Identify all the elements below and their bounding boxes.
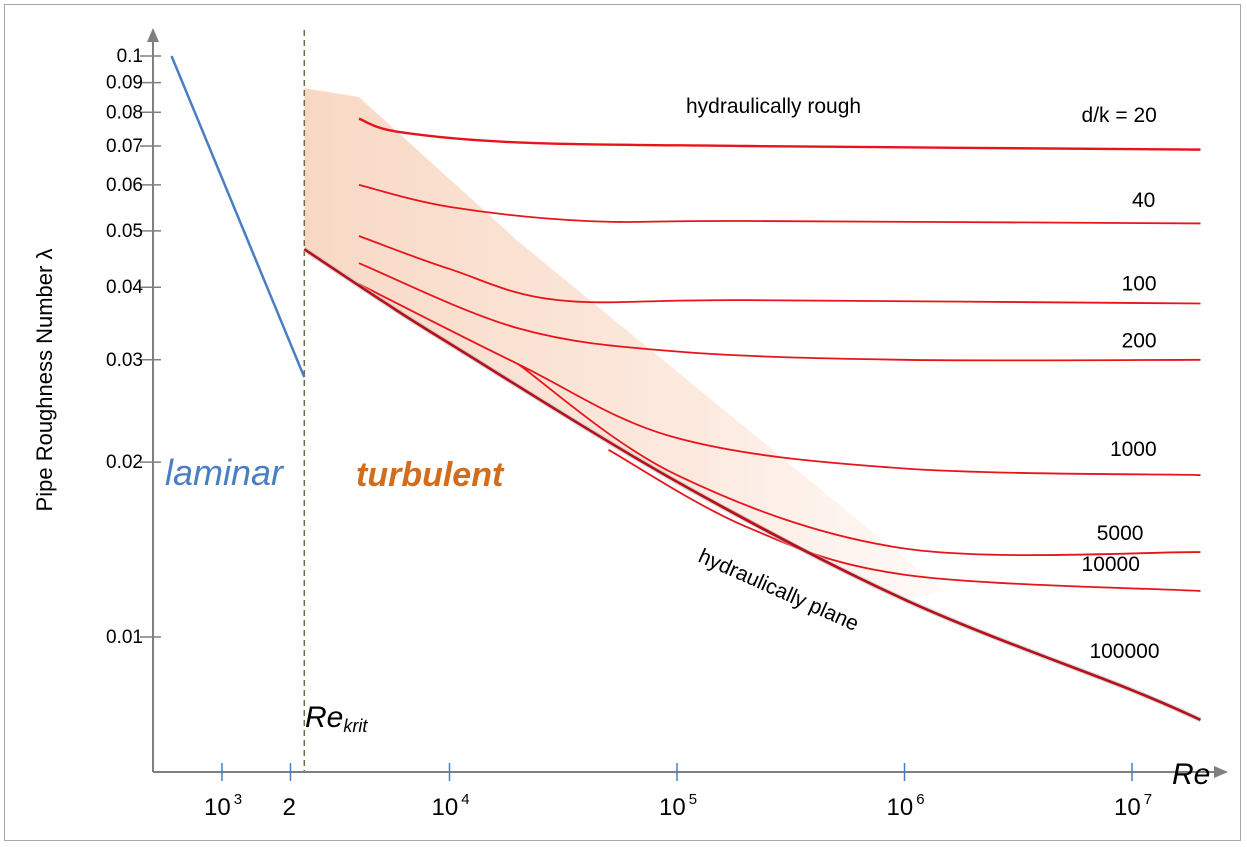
roughness-curve bbox=[608, 449, 1201, 592]
curve-label: 5000 bbox=[1097, 522, 1144, 545]
curve-label: 100 bbox=[1122, 272, 1157, 295]
x-tick-label: 10 3 bbox=[204, 791, 242, 821]
roughness-curve bbox=[517, 363, 1201, 557]
x-tick-base: 2 bbox=[282, 794, 295, 821]
roughness-curve bbox=[358, 262, 1201, 362]
y-axis-arrow bbox=[147, 28, 159, 42]
x-tick-exponent: 3 bbox=[234, 791, 242, 808]
y-tick-label: 0.03 bbox=[106, 350, 143, 371]
x-tick-base: 10 bbox=[1114, 794, 1141, 821]
curve-label: 40 bbox=[1132, 189, 1155, 212]
curve-label: 100000 bbox=[1089, 640, 1159, 663]
y-tick-label: 0.02 bbox=[106, 452, 143, 473]
x-tick-label: 2 bbox=[282, 794, 295, 821]
x-tick-exponent: 7 bbox=[1144, 791, 1152, 808]
x-tick-base: 10 bbox=[659, 794, 686, 821]
transition-band bbox=[304, 88, 945, 600]
y-tick-label: 0.05 bbox=[106, 221, 143, 242]
x-tick-label: 10 7 bbox=[1114, 791, 1152, 821]
x-tick-base: 10 bbox=[432, 794, 459, 821]
laminar-line bbox=[170, 55, 306, 378]
x-tick-base: 10 bbox=[204, 794, 231, 821]
re-krit-label: Rekrit bbox=[305, 701, 368, 736]
roughness-curve bbox=[358, 283, 1201, 476]
y-axis-label: Pipe Roughness Number λ bbox=[32, 249, 57, 512]
y-tick-label: 0.08 bbox=[106, 102, 143, 123]
x-tick-exponent: 6 bbox=[916, 791, 924, 808]
x-tick-base: 10 bbox=[887, 794, 914, 821]
roughness-curve bbox=[358, 235, 1201, 305]
curve-label: 200 bbox=[1122, 329, 1157, 352]
x-tick-exponent: 4 bbox=[461, 791, 469, 808]
re-krit-main: Re bbox=[305, 701, 343, 734]
x-tick-label: 10 4 bbox=[432, 791, 470, 821]
curve-label: 10000 bbox=[1082, 553, 1140, 576]
roughness-curve bbox=[358, 184, 1201, 225]
x-axis-label: Re bbox=[1172, 758, 1210, 791]
x-axis-arrow bbox=[1214, 766, 1228, 778]
x-tick-exponent: 5 bbox=[689, 791, 697, 808]
y-tick-label: 0.1 bbox=[117, 46, 143, 67]
laminar-label: laminar bbox=[165, 452, 285, 493]
curve-label: 1000 bbox=[1110, 438, 1157, 461]
y-tick-label: 0.06 bbox=[106, 175, 143, 196]
turbulent-label: turbulent bbox=[356, 456, 505, 494]
hydraulically-plane-line bbox=[303, 248, 1201, 722]
x-tick-label: 10 5 bbox=[659, 791, 697, 821]
y-tick-label: 0.01 bbox=[106, 627, 143, 648]
hydraulically-rough-label: hydraulically rough bbox=[686, 95, 861, 118]
re-krit-sub: krit bbox=[343, 716, 368, 736]
curve-label: d/k = 20 bbox=[1082, 104, 1157, 127]
y-tick-label: 0.07 bbox=[106, 136, 143, 157]
roughness-curve bbox=[358, 117, 1201, 151]
y-tick-label: 0.04 bbox=[106, 277, 143, 298]
x-tick-label: 10 6 bbox=[887, 791, 925, 821]
y-tick-label: 0.09 bbox=[106, 73, 143, 94]
